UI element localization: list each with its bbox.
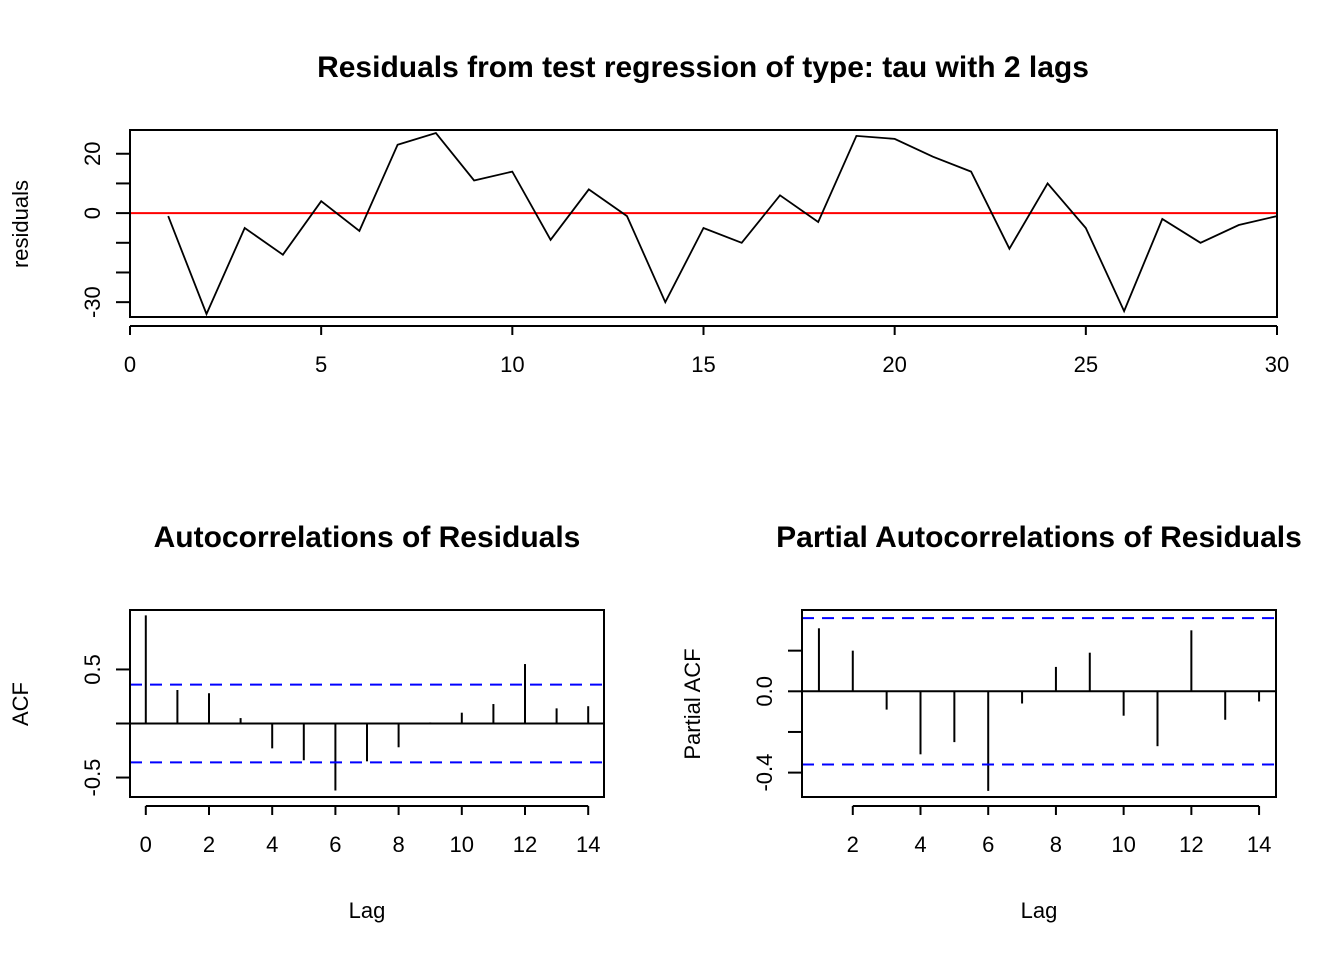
x-tick-label: 2 [847, 832, 859, 857]
x-tick-label: 4 [914, 832, 926, 857]
x-tick-label: 8 [1050, 832, 1062, 857]
x-tick-label: 14 [1247, 832, 1271, 857]
x-tick-label: 10 [1111, 832, 1135, 857]
x-tick-label: 4 [266, 832, 278, 857]
acf-bars [130, 615, 604, 791]
pacf-ylabel: Partial ACF [680, 648, 705, 759]
x-tick-label: 15 [691, 352, 715, 377]
x-tick-label: 8 [392, 832, 404, 857]
y-tick-label: 20 [80, 142, 105, 166]
x-tick-label: 5 [315, 352, 327, 377]
pacf-xlabel: Lag [1021, 898, 1058, 923]
y-tick-label: 0 [80, 207, 105, 219]
residuals-line [167, 131, 1278, 317]
x-tick-label: 10 [450, 832, 474, 857]
residuals-plot-frame [129, 129, 1278, 318]
x-tick-label: 2 [203, 832, 215, 857]
pacf-bars [802, 628, 1276, 791]
residuals-title: Residuals from test regression of type: … [317, 51, 1089, 84]
x-tick-label: 14 [576, 832, 600, 857]
x-tick-label: 10 [500, 352, 524, 377]
pacf-panel: Partial Autocorrelations of Residuals La… [680, 521, 1302, 923]
pacf-plot-frame [801, 609, 1277, 798]
y-tick-label: 0.0 [752, 676, 777, 707]
x-tick-label: 12 [513, 832, 537, 857]
x-tick-label: 0 [124, 352, 136, 377]
acf-plot-frame [129, 609, 605, 798]
residuals-panel: Residuals from test regression of type: … [8, 51, 1289, 377]
x-tick-label: 20 [882, 352, 906, 377]
acf-ylabel: ACF [8, 682, 33, 726]
y-tick-label: -0.5 [80, 759, 105, 797]
x-tick-label: 30 [1265, 352, 1289, 377]
x-tick-label: 6 [982, 832, 994, 857]
residuals-ylabel: residuals [8, 180, 33, 268]
residuals-series [167, 131, 1278, 317]
x-tick-label: 25 [1074, 352, 1098, 377]
acf-panel: Autocorrelations of Residuals Lag ACF 0 2… [8, 521, 605, 923]
y-tick-label: -30 [80, 286, 105, 318]
y-tick-label: 0.5 [80, 654, 105, 685]
acf-title: Autocorrelations of Residuals [154, 521, 581, 554]
pacf-axes: 2 4 6 8 10 12 14 -0.4 0.0 [752, 649, 1271, 857]
acf-xlabel: Lag [349, 898, 386, 923]
pacf-title: Partial Autocorrelations of Residuals [776, 521, 1302, 554]
x-tick-label: 0 [140, 832, 152, 857]
y-tick-label: -0.4 [752, 754, 777, 792]
acf-axes: 0 2 4 6 8 10 12 14 -0.5 0.5 [80, 654, 600, 857]
residuals-axes: 0 5 10 15 20 25 30 -30 0 20 [80, 142, 1289, 377]
x-tick-label: 6 [329, 832, 341, 857]
x-tick-label: 12 [1179, 832, 1203, 857]
